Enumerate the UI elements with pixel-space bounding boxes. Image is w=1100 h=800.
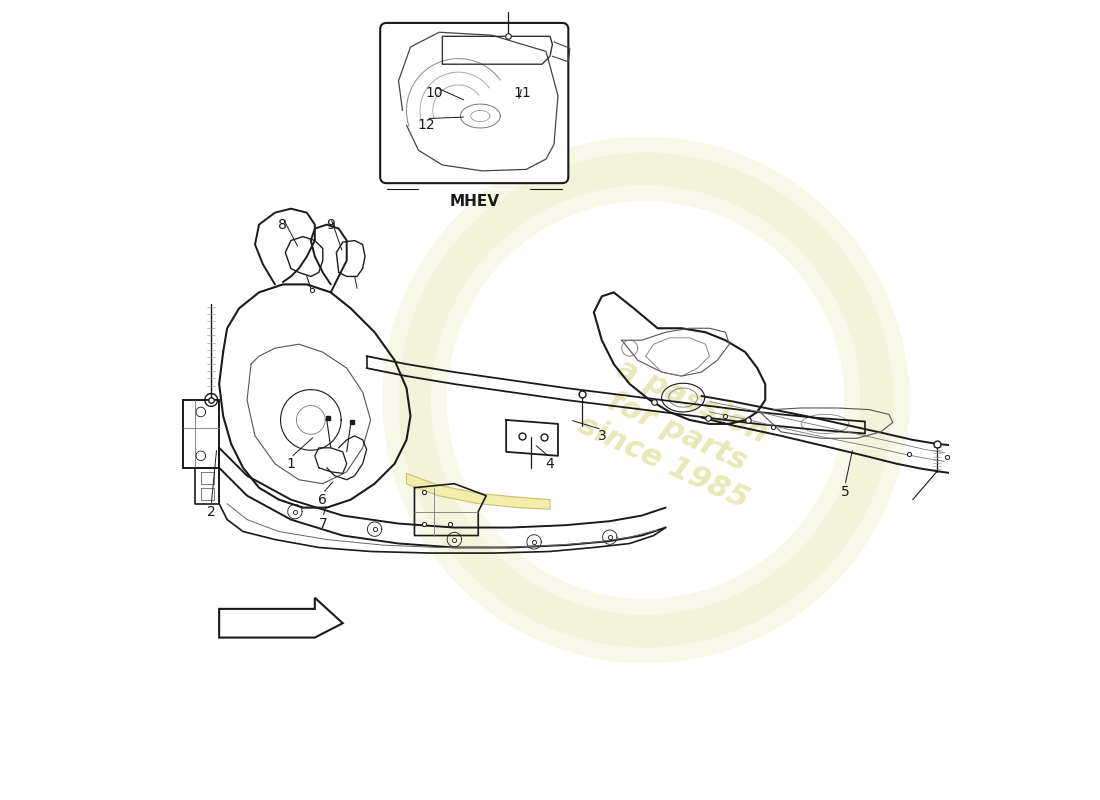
Text: 10: 10 [426, 86, 443, 100]
Text: 3: 3 [597, 429, 606, 443]
Text: MHEV: MHEV [449, 194, 499, 210]
Text: 11: 11 [514, 86, 531, 100]
Text: 5: 5 [840, 485, 849, 498]
Text: 6: 6 [318, 493, 327, 506]
Text: 2: 2 [207, 505, 216, 518]
Text: 4: 4 [546, 457, 554, 470]
FancyBboxPatch shape [381, 23, 569, 183]
Text: 8: 8 [278, 218, 287, 232]
Polygon shape [184, 400, 219, 468]
Polygon shape [219, 598, 343, 638]
Polygon shape [407, 474, 550, 510]
Text: 1: 1 [286, 457, 295, 470]
Text: 7: 7 [318, 517, 327, 530]
Text: a passion
for parts
since 1985: a passion for parts since 1985 [573, 350, 782, 514]
Text: 12: 12 [418, 118, 436, 132]
Text: 9: 9 [327, 218, 336, 232]
